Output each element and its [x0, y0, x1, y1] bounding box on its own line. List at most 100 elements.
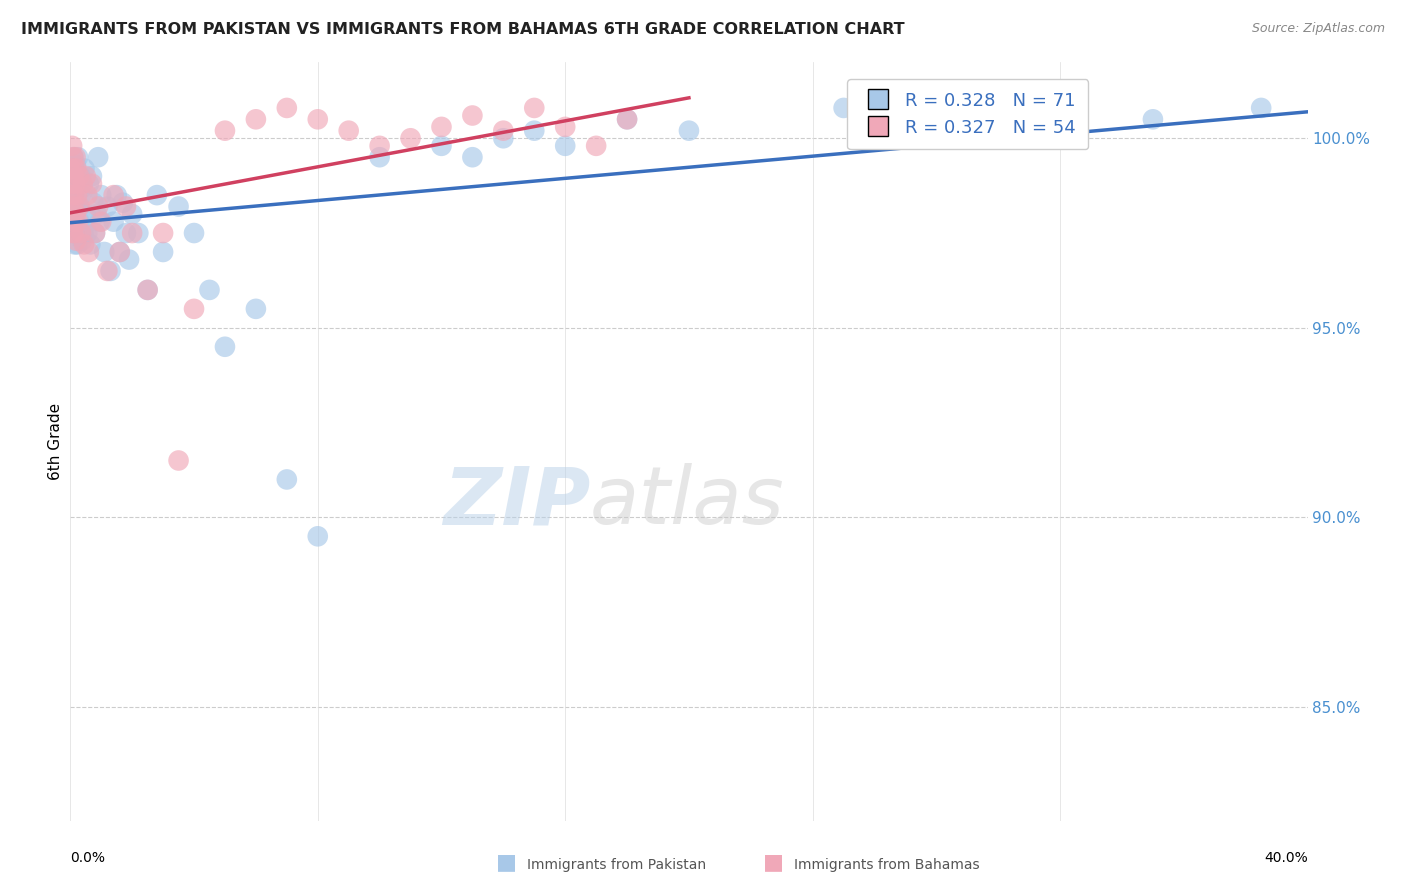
- Point: [73, 161, 96, 176]
- Point: [82, 195, 105, 210]
- Point: [62, 226, 84, 240]
- Point: [65, 150, 87, 164]
- Point: [245, 301, 267, 316]
- Point: [307, 112, 329, 127]
- Point: [66, 237, 89, 252]
- Point: [554, 120, 576, 134]
- Point: [678, 124, 700, 138]
- Point: [60, 139, 83, 153]
- Point: [65, 177, 87, 191]
- Point: [1250, 101, 1272, 115]
- Point: [77, 245, 100, 260]
- Point: [62, 226, 84, 240]
- Point: [60, 177, 83, 191]
- Point: [86, 207, 108, 221]
- Point: [492, 131, 515, 145]
- Point: [62, 169, 84, 184]
- Text: IMMIGRANTS FROM PAKISTAN VS IMMIGRANTS FROM BAHAMAS 6TH GRADE CORRELATION CHART: IMMIGRANTS FROM PAKISTAN VS IMMIGRANTS F…: [21, 22, 904, 37]
- Point: [183, 226, 205, 240]
- Point: [80, 169, 103, 184]
- Point: [198, 283, 221, 297]
- Text: 0.0%: 0.0%: [70, 851, 105, 865]
- Point: [523, 124, 546, 138]
- Point: [65, 215, 87, 229]
- Point: [115, 226, 138, 240]
- Point: [399, 131, 422, 145]
- Point: [60, 161, 83, 176]
- Point: [90, 215, 112, 229]
- Point: [65, 158, 87, 172]
- Point: [121, 207, 143, 221]
- Point: [461, 109, 484, 123]
- Point: [62, 150, 84, 164]
- Point: [108, 245, 131, 260]
- Text: atlas: atlas: [591, 463, 785, 541]
- Text: ■: ■: [763, 853, 783, 872]
- Point: [276, 101, 298, 115]
- Point: [79, 237, 101, 252]
- Point: [167, 200, 190, 214]
- Point: [70, 226, 93, 240]
- Point: [90, 188, 112, 202]
- Y-axis label: 6th Grade: 6th Grade: [48, 403, 63, 480]
- Point: [62, 200, 84, 214]
- Point: [96, 264, 118, 278]
- Point: [146, 188, 169, 202]
- Point: [108, 245, 131, 260]
- Point: [66, 188, 89, 202]
- Point: [63, 195, 86, 210]
- Point: [70, 188, 93, 202]
- Point: [616, 112, 638, 127]
- Point: [65, 207, 87, 221]
- Point: [103, 215, 125, 229]
- Point: [63, 215, 86, 229]
- Point: [93, 245, 115, 260]
- Point: [76, 188, 98, 202]
- Point: [84, 226, 107, 240]
- Text: Source: ZipAtlas.com: Source: ZipAtlas.com: [1251, 22, 1385, 36]
- Point: [1142, 112, 1164, 127]
- Point: [585, 139, 607, 153]
- Point: [832, 101, 855, 115]
- Point: [63, 169, 86, 184]
- Point: [127, 226, 149, 240]
- Point: [66, 226, 89, 240]
- Point: [167, 453, 190, 467]
- Point: [430, 120, 453, 134]
- Point: [65, 203, 87, 218]
- Point: [152, 226, 174, 240]
- Point: [136, 283, 159, 297]
- Point: [62, 188, 84, 202]
- Point: [75, 207, 97, 221]
- Text: Immigrants from Pakistan: Immigrants from Pakistan: [527, 858, 706, 872]
- Text: ■: ■: [496, 853, 516, 872]
- Point: [70, 234, 93, 248]
- Point: [63, 161, 86, 176]
- Point: [152, 245, 174, 260]
- Point: [89, 215, 111, 229]
- Point: [103, 188, 125, 202]
- Point: [62, 215, 84, 229]
- Point: [62, 177, 84, 191]
- Point: [77, 177, 100, 191]
- Point: [63, 226, 86, 240]
- Point: [523, 101, 546, 115]
- Point: [67, 215, 90, 229]
- Text: 40.0%: 40.0%: [1264, 851, 1308, 865]
- Text: Immigrants from Bahamas: Immigrants from Bahamas: [794, 858, 980, 872]
- Point: [67, 169, 90, 184]
- Point: [72, 180, 94, 194]
- Point: [616, 112, 638, 127]
- Point: [69, 215, 91, 229]
- Point: [73, 237, 96, 252]
- Point: [65, 185, 87, 199]
- Point: [554, 139, 576, 153]
- Point: [276, 473, 298, 487]
- Legend: R = 0.328   N = 71, R = 0.327   N = 54: R = 0.328 N = 71, R = 0.327 N = 54: [846, 79, 1088, 149]
- Point: [245, 112, 267, 127]
- Point: [80, 177, 103, 191]
- Point: [67, 150, 90, 164]
- Point: [76, 226, 98, 240]
- Point: [105, 188, 128, 202]
- Point: [118, 252, 141, 267]
